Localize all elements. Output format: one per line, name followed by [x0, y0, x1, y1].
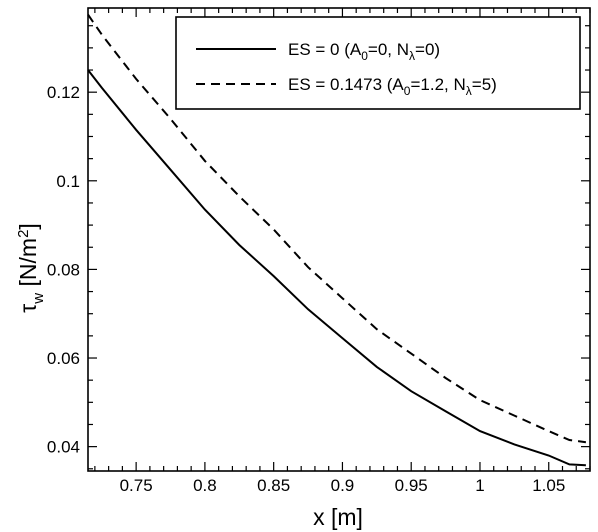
- y-tick-label: 0.04: [47, 438, 80, 457]
- series-layer: [87, 14, 587, 467]
- x-tick-label: 0.8: [193, 476, 217, 495]
- legend: ES = 0 (A0=0, Nλ=0) ES = 0.1473 (A0=1.2,…: [175, 16, 581, 110]
- legend-text-part: =0): [415, 40, 440, 59]
- legend-subscript: 0: [404, 84, 411, 98]
- y-tick-label: 0.08: [47, 260, 80, 279]
- legend-label-dashed: ES = 0.1473 (A0=1.2, Nλ=5): [288, 75, 497, 98]
- y-axis-unit: [N/m: [15, 238, 41, 293]
- legend-text-part: ES = 0 (A: [288, 40, 362, 59]
- x-tick-label: 1: [475, 476, 484, 495]
- y-tick-label: 0.1: [56, 172, 80, 191]
- plot-frame: [87, 7, 591, 472]
- legend-subscript: λ: [466, 84, 472, 98]
- x-tick-label: 0.95: [395, 476, 428, 495]
- x-tick-label: 0.9: [331, 476, 355, 495]
- x-tick-label: 1.05: [532, 476, 565, 495]
- legend-text-part: =0, N: [368, 40, 409, 59]
- legend-subscript: λ: [409, 49, 415, 63]
- legend-text-part: ES = 0.1473 (A: [288, 75, 404, 94]
- y-tick-label: 0.12: [47, 83, 80, 102]
- y-axis-unit-sup: 2: [15, 230, 32, 238]
- x-tick-label: 0.75: [120, 476, 153, 495]
- series-line-solid: [87, 69, 586, 467]
- y-tick-label: 0.06: [47, 349, 80, 368]
- legend-text-part: =5): [472, 75, 497, 94]
- legend-text-part: =1.2, N: [410, 75, 465, 94]
- series-line-dashed: [87, 14, 587, 444]
- tick-labels: 0.75 0.8 0.85 0.9 0.95 1 1.05 0.04 0.06 0.08 0.1 0.…: [47, 83, 565, 495]
- legend-label-solid: ES = 0 (A0=0, Nλ=0): [288, 40, 440, 63]
- x-tick-label: 0.85: [257, 476, 290, 495]
- x-axis-title: x [m]: [313, 504, 363, 530]
- y-axis-symbol-sub: w: [30, 293, 47, 305]
- axis-ticks: [88, 8, 591, 471]
- legend-box: [175, 16, 581, 110]
- legend-subscript: 0: [361, 49, 368, 63]
- y-axis-title: τw [N/m2]: [15, 223, 47, 313]
- y-axis-unit-close: ]: [15, 223, 41, 229]
- y-axis-symbol: τ: [15, 304, 41, 313]
